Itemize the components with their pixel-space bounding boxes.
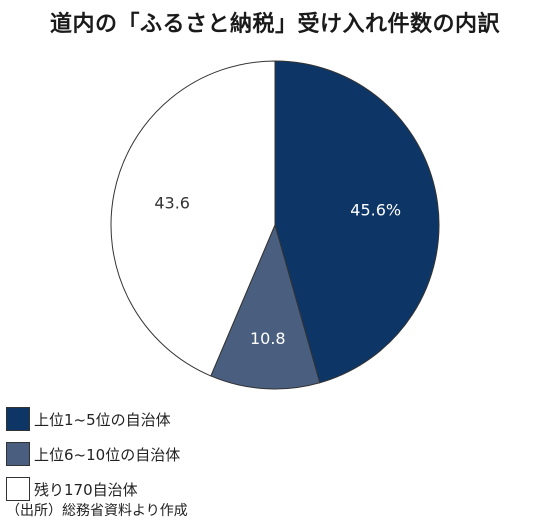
legend-item-rest: 残り170自治体 <box>6 474 180 504</box>
slice-top6-10 <box>210 223 321 390</box>
data-label-rest: 43.6 <box>154 194 190 213</box>
slice-rest <box>110 60 276 377</box>
pie-slices <box>110 60 440 390</box>
legend-swatch-top5 <box>6 407 30 431</box>
pie-labels: 45.6% 10.8 43.6 <box>154 194 401 349</box>
legend: 上位1~5位の自治体 上位6~10位の自治体 残り170自治体 <box>6 404 180 509</box>
legend-swatch-top6-10 <box>6 442 30 466</box>
legend-label-top6-10: 上位6~10位の自治体 <box>34 445 181 464</box>
legend-item-top5: 上位1~5位の自治体 <box>6 404 180 434</box>
legend-swatch-rest <box>6 477 30 501</box>
source-note: （出所）総務省資料より作成 <box>6 503 188 519</box>
chart-title: 道内の「ふるさと納税」受け入れ件数の内訳 <box>49 12 500 37</box>
pie-chart: 45.6% 10.8 43.6 <box>110 60 440 390</box>
legend-label-top5: 上位1~5位の自治体 <box>34 410 171 429</box>
slice-top5 <box>274 60 440 384</box>
data-label-top5: 45.6% <box>350 200 401 219</box>
data-label-top6-10: 10.8 <box>250 329 286 348</box>
legend-item-top6-10: 上位6~10位の自治体 <box>6 439 180 469</box>
legend-label-rest: 残り170自治体 <box>34 480 138 499</box>
